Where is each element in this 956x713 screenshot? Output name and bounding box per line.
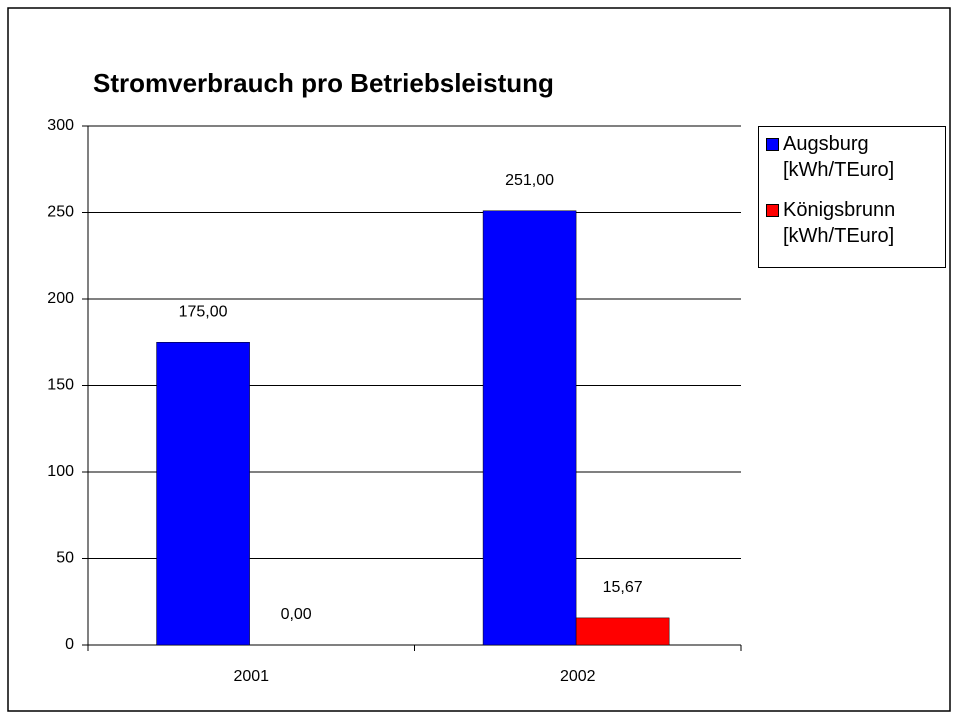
y-tick-label: 150 — [47, 377, 74, 394]
bar — [575, 617, 670, 646]
y-tick-label: 300 — [47, 117, 74, 134]
y-tick-label: 250 — [47, 204, 74, 221]
value-label: 0,00 — [281, 606, 312, 623]
legend: Augsburg [kWh/TEuro] Königsbrunn [kWh/TEu… — [758, 126, 946, 268]
value-label: 15,67 — [603, 579, 643, 596]
y-tick-label: 50 — [56, 550, 74, 567]
y-tick-label: 0 — [65, 636, 74, 653]
legend-label: Königsbrunn [kWh/TEuro] — [783, 199, 896, 247]
chart-title: Stromverbrauch pro Betriebsleistung — [93, 68, 554, 98]
x-tick-label: 2001 — [233, 668, 269, 685]
legend-entry: Augsburg [kWh/TEuro] — [763, 131, 941, 183]
y-tick-label: 200 — [47, 290, 74, 307]
bar — [482, 210, 577, 646]
value-label: 251,00 — [505, 172, 554, 189]
chart-border — [7, 7, 951, 712]
bar — [156, 342, 250, 646]
y-tick-label: 100 — [47, 463, 74, 480]
legend-swatch — [766, 204, 779, 217]
legend-entry: Königsbrunn [kWh/TEuro] — [763, 197, 941, 249]
legend-swatch — [766, 138, 779, 151]
value-label: 175,00 — [179, 303, 228, 320]
legend-label: Augsburg [kWh/TEuro] — [783, 133, 895, 181]
x-tick-label: 2002 — [560, 668, 596, 685]
